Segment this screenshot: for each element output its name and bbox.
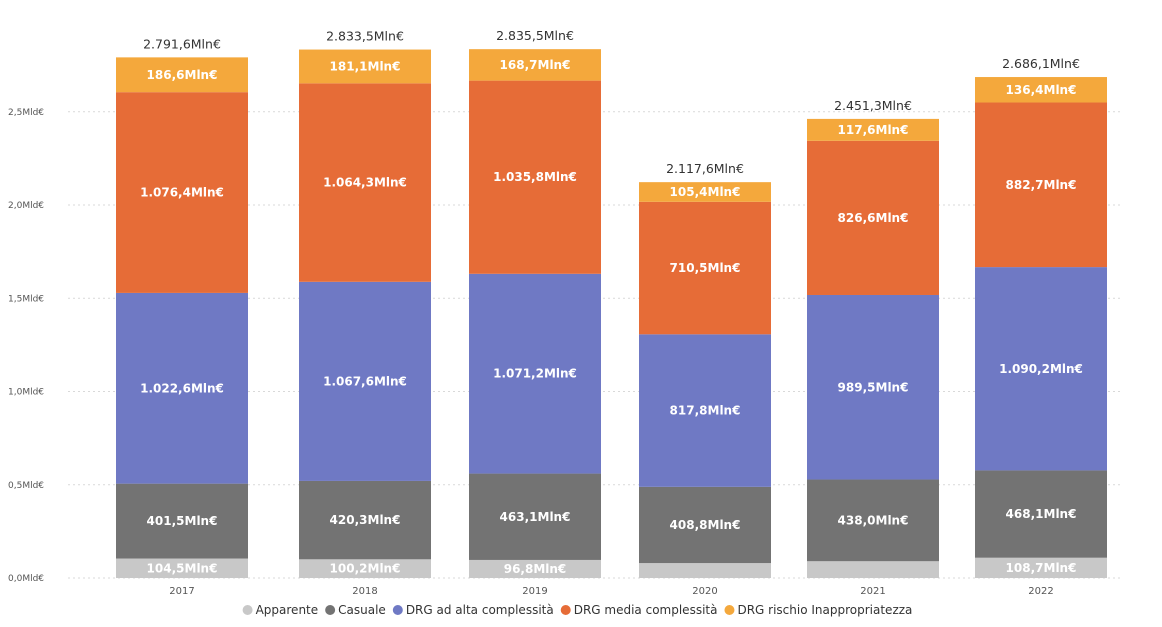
bar-segment[interactable] <box>299 281 431 481</box>
legend-marker <box>724 605 735 615</box>
bar-segment[interactable] <box>299 83 431 282</box>
bar-segment[interactable] <box>639 334 771 487</box>
x-tick-label: 2021 <box>860 586 885 597</box>
bar-segment[interactable] <box>116 483 248 559</box>
legend-marker <box>560 605 571 615</box>
y-tick-label: 0,0Mld€ <box>8 574 44 584</box>
legend-item[interactable]: Casuale <box>338 603 386 617</box>
bar-segment[interactable] <box>975 557 1107 578</box>
bar-segment[interactable] <box>975 77 1107 103</box>
y-tick-label: 2,5Mld€ <box>8 108 44 118</box>
data-label: 186,6Mln€ <box>147 68 218 82</box>
data-label: 401,5Mln€ <box>147 514 218 528</box>
y-axis-ticks: 0,0Mld€ 0,5Mld€ 1,0Mld€ 1,5Mld€ 2,0Mld€ 2,5Ml… <box>8 108 44 584</box>
data-label: 438,0Mln€ <box>838 513 909 527</box>
legend-marker <box>242 605 253 615</box>
data-label: 408,8Mln€ <box>670 518 741 532</box>
total-label: 2.686,1Mln€ <box>1002 56 1080 71</box>
bar-segment[interactable] <box>807 118 939 141</box>
data-label: 181,1Mln€ <box>330 59 401 73</box>
bar-segment[interactable] <box>639 486 771 564</box>
total-label: 2.791,6Mln€ <box>143 36 221 51</box>
bar-segment[interactable] <box>116 57 248 93</box>
x-tick-label: 2017 <box>169 586 194 597</box>
data-label: 468,1Mln€ <box>1006 507 1077 521</box>
data-label: 100,2Mln€ <box>330 562 401 576</box>
x-tick-label: 2019 <box>522 586 547 597</box>
data-label: 1.067,6Mln€ <box>323 374 407 388</box>
bar-segment[interactable] <box>639 201 771 335</box>
data-label: 817,8Mln€ <box>670 404 741 418</box>
data-label: 826,6Mln€ <box>838 211 909 225</box>
data-label: 108,7Mln€ <box>1006 561 1077 575</box>
data-label: 136,4Mln€ <box>1006 83 1077 97</box>
data-label: 463,1Mln€ <box>500 510 571 524</box>
legend-item[interactable]: DRG media complessità <box>574 603 718 617</box>
data-label: 117,6Mln€ <box>838 123 909 137</box>
legend-item[interactable]: DRG rischio Inappropriatezza <box>737 603 912 617</box>
x-tick-label: 2022 <box>1028 586 1053 597</box>
legend-item[interactable]: DRG ad alta complessità <box>406 603 554 617</box>
bars <box>116 49 1107 578</box>
bar-segment[interactable] <box>299 559 431 578</box>
total-label: 2.117,6Mln€ <box>666 161 744 176</box>
data-label: 420,3Mln€ <box>330 513 401 527</box>
data-label: 1.035,8Mln€ <box>493 170 577 184</box>
total-label: 2.833,5Mln€ <box>326 29 404 44</box>
bar-segment[interactable] <box>975 267 1107 471</box>
data-label: 168,7Mln€ <box>500 58 571 72</box>
data-label: 96,8Mln€ <box>504 562 567 576</box>
legend: Apparente Casuale DRG ad alta complessità D… <box>242 603 912 617</box>
bar-segment[interactable] <box>975 102 1107 268</box>
total-label: 2.451,3Mln€ <box>834 98 912 113</box>
data-label: 989,5Mln€ <box>838 380 909 394</box>
bar-segment[interactable] <box>807 140 939 295</box>
bar-segment[interactable] <box>299 49 431 84</box>
bar-segment[interactable] <box>469 80 601 274</box>
data-label: 1.076,4Mln€ <box>140 186 224 200</box>
bar-segment[interactable] <box>469 473 601 560</box>
total-label: 2.835,5Mln€ <box>496 28 574 43</box>
bar-segment[interactable] <box>469 559 601 578</box>
data-label: 1.090,2Mln€ <box>999 362 1083 376</box>
y-tick-label: 1,0Mld€ <box>8 388 44 398</box>
bar-segment[interactable] <box>116 292 248 484</box>
bar-segment[interactable] <box>116 558 248 578</box>
data-label: 1.064,3Mln€ <box>323 176 407 190</box>
bar-segment[interactable] <box>299 480 431 560</box>
bar-segment[interactable] <box>807 561 939 578</box>
x-tick-label: 2018 <box>352 586 377 597</box>
bar-segment[interactable] <box>469 273 601 474</box>
bar-segment[interactable] <box>975 470 1107 558</box>
data-label: 710,5Mln€ <box>670 261 741 275</box>
y-tick-label: 0,5Mld€ <box>8 481 44 491</box>
legend-item[interactable]: Apparente <box>256 603 319 617</box>
data-label: 105,4Mln€ <box>670 185 741 199</box>
x-tick-label: 2020 <box>692 586 717 597</box>
bar-segment[interactable] <box>807 479 939 562</box>
data-label: 882,7Mln€ <box>1006 178 1077 192</box>
data-label: 104,5Mln€ <box>147 561 218 575</box>
bar-segment[interactable] <box>469 49 601 81</box>
data-label: 1.022,6Mln€ <box>140 381 224 395</box>
legend-marker <box>392 605 403 615</box>
y-tick-label: 1,5Mld€ <box>8 294 44 304</box>
bar-segment[interactable] <box>639 182 771 202</box>
legend-marker <box>325 605 336 615</box>
bar-segment[interactable] <box>807 294 939 480</box>
bar-segment[interactable] <box>639 563 771 578</box>
data-labels: 104,5Mln€ 401,5Mln€ 1.022,6Mln€ 1.076,4Mln€… <box>140 28 1083 576</box>
data-label: 1.071,2Mln€ <box>493 367 577 381</box>
y-tick-label: 2,0Mld€ <box>8 201 44 211</box>
bar-segment[interactable] <box>116 92 248 293</box>
x-axis-ticks: 2017 2018 2019 2020 2021 2022 <box>169 586 1053 597</box>
